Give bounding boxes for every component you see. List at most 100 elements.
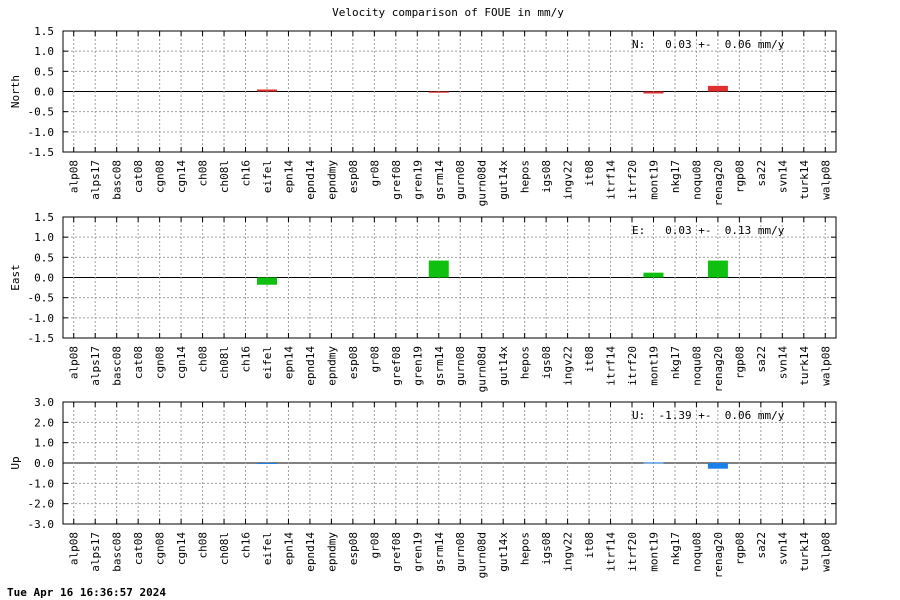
- x-category-label: ch08l: [218, 346, 231, 379]
- x-category-label: gref08: [390, 160, 403, 200]
- x-category-label: epnd14: [304, 160, 317, 200]
- x-category-label: gut14x: [497, 532, 510, 572]
- stats-annotation: U: -1.39 +- 0.06 mm/y: [632, 409, 785, 422]
- x-category-label: cgn14: [175, 160, 188, 193]
- y-tick-label: -1.0: [28, 312, 55, 325]
- x-category-label: cat08: [132, 532, 145, 565]
- x-category-label: cgn14: [175, 346, 188, 379]
- x-category-label: hepos: [519, 160, 532, 193]
- x-category-label: it08: [583, 532, 596, 559]
- x-category-label: mont19: [647, 346, 660, 386]
- x-category-label: sa22: [755, 160, 768, 187]
- x-category-label: alps17: [89, 160, 102, 200]
- x-category-label: rgp08: [733, 346, 746, 379]
- x-category-label: basc08: [111, 160, 124, 200]
- x-category-label: alps17: [89, 346, 102, 386]
- x-category-label: esp08: [347, 160, 360, 193]
- x-category-label: gurn08: [454, 532, 467, 572]
- x-category-label: itrf20: [626, 532, 639, 572]
- y-tick-label: 1.5: [34, 211, 54, 224]
- y-tick-label: -3.0: [28, 518, 55, 531]
- bar-eifel: [256, 277, 277, 285]
- x-category-label: turk14: [798, 160, 811, 200]
- x-category-label: sa22: [755, 346, 768, 373]
- y-tick-label: 1.0: [34, 231, 54, 244]
- y-tick-label: 0.0: [34, 86, 54, 99]
- x-category-label: gref08: [390, 346, 403, 386]
- x-category-label: itrf14: [605, 346, 618, 386]
- x-category-label: gsrm14: [433, 532, 446, 572]
- x-category-label: svn14: [776, 346, 789, 379]
- y-axis-label: North: [9, 75, 22, 108]
- y-tick-label: 0.5: [34, 65, 54, 78]
- x-category-label: gurn08: [454, 346, 467, 386]
- x-category-label: walp08: [819, 346, 832, 386]
- x-category-label: walp08: [819, 160, 832, 200]
- y-tick-label: -2.0: [28, 498, 55, 511]
- x-category-label: epn14: [282, 346, 295, 379]
- y-tick-label: -1.0: [28, 126, 55, 139]
- bar-gsrm14: [428, 260, 449, 278]
- plot-frame: [62, 30, 837, 153]
- x-category-label: esp08: [347, 346, 360, 379]
- x-category-label: itrf20: [626, 160, 639, 200]
- bar-gsrm14: [428, 91, 449, 93]
- x-category-label: gr08: [368, 532, 381, 559]
- x-category-label: nkg17: [669, 532, 682, 565]
- y-tick-label: -1.5: [28, 146, 55, 159]
- x-category-label: cgn08: [154, 160, 167, 193]
- x-category-label: cat08: [132, 346, 145, 379]
- x-category-label: gsrm14: [433, 346, 446, 386]
- y-axis-label: East: [9, 264, 22, 291]
- bar-eifel: [256, 89, 277, 92]
- x-category-label: mont19: [647, 532, 660, 572]
- stats-annotation: N: 0.03 +- 0.06 mm/y: [632, 38, 785, 51]
- x-category-label: alp08: [68, 160, 81, 193]
- x-category-label: alp08: [68, 532, 81, 565]
- x-category-label: itrf20: [626, 346, 639, 386]
- x-category-label: ingv22: [562, 346, 575, 386]
- x-category-label: alps17: [89, 532, 102, 572]
- stats-annotation: E: 0.03 +- 0.13 mm/y: [632, 224, 785, 237]
- x-category-label: gren19: [411, 532, 424, 572]
- x-category-label: basc08: [111, 532, 124, 572]
- x-category-label: igs08: [540, 160, 553, 193]
- y-tick-label: 1.5: [34, 25, 54, 38]
- x-category-label: turk14: [798, 346, 811, 386]
- x-category-label: it08: [583, 346, 596, 373]
- x-category-label: basc08: [111, 346, 124, 386]
- x-category-label: gut14x: [497, 346, 510, 386]
- x-category-label: alp08: [68, 346, 81, 379]
- bar-mont19: [643, 462, 664, 464]
- x-category-label: renag20: [712, 346, 725, 392]
- x-category-label: gut14x: [497, 160, 510, 200]
- bar-eifel: [256, 463, 277, 465]
- x-category-label: renag20: [712, 160, 725, 206]
- bar-renag20: [707, 85, 728, 92]
- x-category-label: igs08: [540, 532, 553, 565]
- x-category-label: hepos: [519, 346, 532, 379]
- bar-mont19: [643, 272, 664, 278]
- x-category-label: epndmy: [325, 532, 338, 572]
- x-category-label: cgn14: [175, 532, 188, 565]
- x-category-label: gurn08d: [476, 346, 489, 392]
- bar-renag20: [707, 260, 728, 278]
- x-category-label: cgn08: [154, 532, 167, 565]
- x-category-label: noqu08: [690, 346, 703, 386]
- x-category-label: gr08: [368, 346, 381, 373]
- x-category-label: itrf14: [605, 532, 618, 572]
- x-category-label: sa22: [755, 532, 768, 559]
- x-category-label: ch16: [240, 532, 253, 559]
- x-category-label: epndmy: [325, 160, 338, 200]
- x-category-label: turk14: [798, 532, 811, 572]
- bar-renag20: [707, 463, 728, 469]
- x-category-label: gref08: [390, 532, 403, 572]
- x-category-label: gurn08d: [476, 160, 489, 206]
- x-category-label: itrf14: [605, 160, 618, 200]
- x-category-label: eifel: [261, 346, 274, 379]
- timestamp-footer: Tue Apr 16 16:36:57 2024: [7, 586, 166, 599]
- x-category-label: gurn08d: [476, 532, 489, 578]
- x-category-label: gsrm14: [433, 160, 446, 200]
- plot-frame: [62, 401, 837, 525]
